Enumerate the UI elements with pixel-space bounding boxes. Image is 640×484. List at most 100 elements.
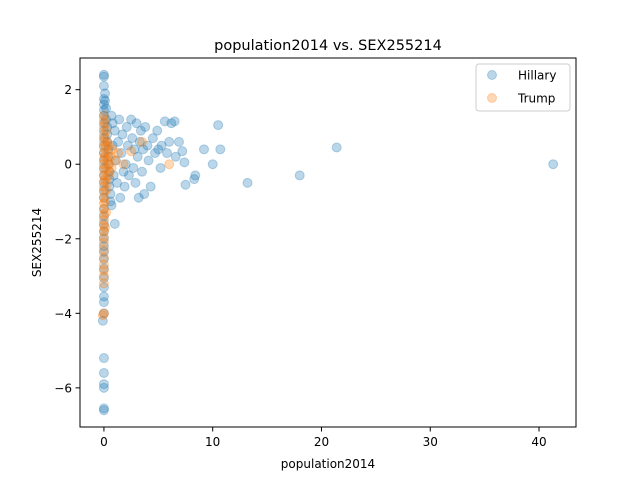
data-point-trump	[98, 129, 109, 140]
data-point-trump	[98, 187, 109, 198]
data-point-trump	[107, 144, 118, 155]
data-point-hillary	[129, 144, 140, 155]
data-point-hillary	[98, 118, 109, 129]
data-point-hillary	[98, 367, 109, 378]
data-point-hillary	[100, 95, 111, 106]
data-point-hillary	[101, 114, 112, 125]
x-tick-label: 40	[531, 435, 546, 449]
data-point-hillary	[177, 146, 188, 157]
data-point-trump	[101, 185, 112, 196]
data-point-hillary	[98, 211, 109, 222]
data-point-hillary	[169, 116, 180, 127]
data-point-trump	[101, 207, 112, 218]
data-point-trump	[100, 133, 111, 144]
data-point-trump	[101, 125, 112, 136]
data-point-trump	[104, 166, 115, 177]
data-point-hillary	[98, 241, 109, 252]
data-point-trump	[98, 220, 109, 231]
data-point-hillary	[104, 166, 115, 177]
data-point-trump	[109, 155, 120, 166]
data-point-trump	[98, 226, 109, 237]
data-point-hillary	[111, 177, 122, 188]
data-point-trump	[98, 121, 109, 132]
legend-label-hillary: Hillary	[518, 69, 556, 83]
data-point-hillary	[98, 353, 109, 364]
data-point-hillary	[102, 129, 113, 140]
data-point-trump	[98, 231, 109, 242]
data-point-hillary	[109, 218, 120, 229]
data-point-trump	[98, 252, 109, 263]
data-point-trump	[104, 140, 115, 151]
legend-item-trump: Trump	[487, 92, 555, 106]
plot-frame	[79, 57, 577, 428]
data-point-hillary	[331, 142, 342, 153]
data-point-trump	[113, 148, 124, 159]
data-point-hillary	[104, 181, 115, 192]
legend-marker-trump	[487, 93, 497, 103]
data-point-hillary	[101, 103, 112, 114]
data-point-hillary	[98, 297, 109, 308]
data-point-hillary	[103, 159, 114, 170]
data-point-hillary	[213, 120, 224, 131]
y-tick-label: −6	[54, 381, 72, 395]
y-axis-label: SEX255214	[30, 208, 44, 277]
data-point-hillary	[199, 144, 209, 155]
data-point-hillary	[98, 203, 109, 214]
data-point-hillary	[98, 291, 109, 302]
data-point-hillary	[134, 136, 145, 147]
data-point-hillary	[189, 174, 200, 185]
data-point-hillary	[102, 121, 113, 132]
y-tick-label: −2	[54, 232, 72, 246]
data-point-hillary	[108, 170, 119, 181]
data-point-hillary	[109, 125, 120, 136]
x-tick-label: 20	[314, 435, 329, 449]
data-point-hillary	[98, 99, 109, 110]
data-point-hillary	[107, 140, 118, 151]
data-point-trump	[98, 192, 109, 203]
plot-area	[80, 58, 576, 427]
data-point-hillary	[142, 140, 153, 151]
data-point-hillary	[153, 144, 164, 155]
data-point-hillary	[140, 121, 151, 132]
data-point-hillary	[98, 403, 109, 414]
legend-item-hillary: Hillary	[487, 69, 556, 83]
x-tick-label: 30	[423, 435, 438, 449]
data-point-hillary	[215, 144, 226, 155]
data-point-hillary	[131, 118, 142, 129]
data-point-hillary	[98, 155, 109, 166]
data-point-hillary	[117, 129, 128, 140]
data-point-hillary	[103, 144, 114, 155]
data-point-hillary	[98, 105, 109, 116]
data-point-hillary	[127, 133, 138, 144]
data-point-hillary	[132, 151, 143, 162]
data-point-trump	[98, 164, 109, 175]
data-point-trump	[98, 215, 109, 226]
data-point-trump	[102, 155, 113, 166]
data-point-trump	[98, 110, 109, 121]
data-point-hillary	[97, 315, 108, 326]
data-point-trump	[98, 244, 109, 255]
data-point-hillary	[98, 254, 109, 265]
data-point-hillary	[137, 166, 147, 177]
data-point-hillary	[98, 218, 109, 229]
x-tick-label: 10	[205, 435, 220, 449]
data-point-trump	[98, 176, 109, 186]
data-point-hillary	[294, 170, 305, 181]
data-point-hillary	[98, 263, 109, 274]
data-point-trump	[98, 265, 109, 276]
data-point-hillary	[98, 94, 109, 104]
data-point-hillary	[120, 159, 131, 170]
data-point-hillary	[138, 144, 149, 155]
data-point-trump	[118, 159, 129, 170]
data-point-hillary	[159, 116, 170, 127]
data-point-trump	[104, 159, 115, 170]
data-point-hillary	[98, 80, 109, 91]
data-point-hillary	[98, 162, 109, 173]
data-point-hillary	[98, 69, 109, 80]
x-axis-label: population2014	[281, 457, 375, 471]
data-point-trump	[100, 174, 111, 185]
data-point-trump	[98, 271, 109, 282]
data-point-hillary	[98, 125, 109, 136]
data-point-trump	[102, 136, 113, 147]
